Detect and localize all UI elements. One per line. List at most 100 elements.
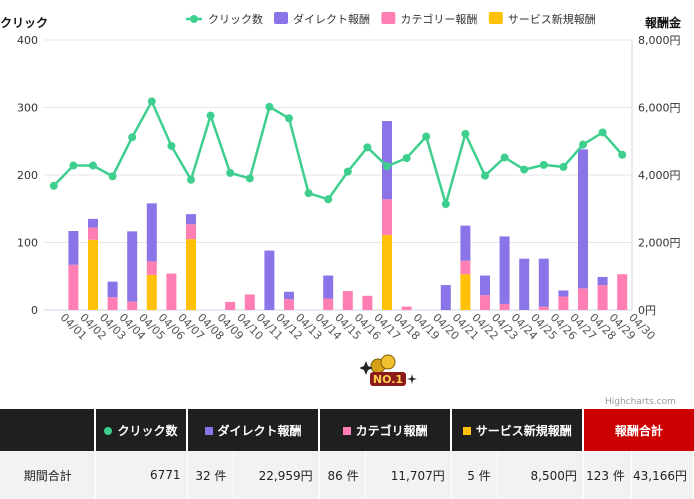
bar-ダイレクト報酬 (127, 231, 138, 302)
left-axis-title: クリック (0, 16, 49, 30)
category-square-icon (342, 427, 351, 435)
right-axis-title: 報酬金 (645, 16, 682, 30)
clicks-point (245, 174, 254, 183)
direct-amount: 22,959円 (233, 451, 320, 499)
bar-カテゴリー報酬 (597, 285, 608, 310)
clicks-point (481, 171, 489, 180)
clicks-point (206, 111, 215, 120)
bar-ダイレクト報酬 (538, 258, 549, 307)
clicks-point (89, 161, 97, 170)
summary-table: クリック数 ダイレクト報酬 カテゴリ報酬 サービス新規報酬 報酬合計 期間合計 … (0, 409, 694, 499)
category-count: 86 件 (319, 451, 366, 499)
clicks-point (579, 140, 587, 149)
right-tick-label: 4,000円 (638, 169, 681, 182)
clicks-point (265, 102, 274, 111)
left-tick-label: 300 (17, 102, 38, 115)
legend-dot-icon (190, 15, 198, 23)
right-tick-label: 8,000円 (638, 34, 681, 47)
clicks-point (304, 189, 313, 198)
header-direct: ダイレクト報酬 (187, 409, 321, 451)
bar-カテゴリー報酬 (499, 303, 510, 310)
clicks-point (128, 133, 137, 142)
bar-ダイレクト報酬 (323, 275, 334, 299)
bar-カテゴリー報酬 (127, 301, 138, 310)
clicks-dot-icon (104, 427, 113, 435)
header-category: カテゴリ報酬 (319, 409, 453, 451)
bar-カテゴリー報酬 (225, 301, 236, 310)
header-total: 報酬合計 (583, 409, 694, 451)
clicks-point (598, 128, 607, 137)
bar-カテゴリー報酬 (323, 298, 334, 310)
left-tick-label: 400 (17, 34, 38, 47)
clicks-point (343, 167, 352, 176)
legend-square-icon (488, 12, 503, 24)
right-tick-label: 0円 (638, 304, 656, 317)
clicks-point (285, 114, 293, 123)
right-tick-label: 6,000円 (638, 102, 681, 115)
combo-chart: 01002003004000円2,000円4,000円6,000円8,000円0… (17, 12, 681, 343)
legend-square-icon (381, 12, 396, 24)
left-tick-label: 100 (17, 237, 38, 250)
svg-text:NO.1: NO.1 (373, 373, 403, 386)
bar-ダイレクト報酬 (480, 275, 490, 296)
bar-ダイレクト報酬 (68, 231, 79, 265)
bar-カテゴリー報酬 (578, 288, 588, 310)
clicks-point (167, 141, 176, 150)
direct-count: 32 件 (187, 451, 234, 499)
no1-crown-logo: NO.1 (360, 354, 417, 386)
bar-ダイレクト報酬 (519, 258, 530, 310)
bar-ダイレクト報酬 (284, 291, 294, 300)
clicks-point (49, 181, 58, 190)
bar-カテゴリー報酬 (342, 291, 353, 310)
direct-square-icon (204, 427, 213, 435)
total-count: 123 件 (583, 451, 632, 499)
clicks-point (422, 132, 431, 141)
clicks-point (520, 165, 529, 174)
clicks-point (539, 160, 548, 169)
bar-ダイレクト報酬 (499, 236, 510, 304)
header-service: サービス新規報酬 (451, 409, 585, 451)
bar-サービス新規報酬 (186, 239, 196, 310)
service-amount: 8,500円 (497, 451, 584, 499)
bar-サービス新規報酬 (146, 274, 157, 310)
clicks-point (69, 161, 78, 170)
legend-square-icon (274, 12, 288, 24)
clicks-point (500, 153, 509, 162)
bar-サービス新規報酬 (460, 274, 471, 310)
left-tick-label: 200 (17, 169, 38, 182)
bar-カテゴリー報酬 (617, 274, 628, 310)
bar-カテゴリー報酬 (166, 273, 177, 310)
bar-カテゴリー報酬 (480, 295, 490, 310)
bar-サービス新規報酬 (382, 235, 392, 310)
bar-カテゴリー報酬 (401, 306, 412, 310)
clicks-point (441, 200, 450, 209)
bar-ダイレクト報酬 (88, 218, 98, 228)
clicks-point (559, 162, 568, 171)
clicks-point (324, 195, 333, 204)
clicks-point (383, 162, 391, 171)
bar-カテゴリー報酬 (186, 224, 196, 240)
category-amount: 11,707円 (365, 451, 452, 499)
bar-カテゴリー報酬 (558, 296, 569, 310)
total-amount: 43,166円 (631, 451, 694, 499)
clicks-point (363, 143, 372, 152)
bar-ダイレクト報酬 (558, 290, 569, 297)
bar-カテゴリー報酬 (538, 306, 549, 310)
legend-label: ダイレクト報酬 (293, 12, 370, 26)
summary-data-row: 期間合計 6771 32 件 22,959円 86 件 11,707円 5 件 … (0, 451, 694, 499)
clicks-point (108, 172, 117, 181)
legend-label: クリック数 (208, 13, 263, 26)
clicks-point (618, 150, 627, 159)
bar-ダイレクト報酬 (264, 250, 275, 310)
service-square-icon (462, 427, 471, 435)
bar-ダイレクト報酬 (460, 225, 471, 261)
right-tick-label: 2,000円 (638, 237, 681, 250)
bar-カテゴリー報酬 (68, 264, 79, 310)
legend-label: カテゴリー報酬 (400, 12, 477, 26)
clicks-point (402, 154, 411, 163)
chart-credit[interactable]: Highcharts.com (605, 397, 676, 407)
bar-ダイレクト報酬 (382, 121, 392, 200)
bar-カテゴリー報酬 (382, 199, 392, 236)
service-count: 5 件 (451, 451, 498, 499)
bar-ダイレクト報酬 (146, 203, 157, 262)
